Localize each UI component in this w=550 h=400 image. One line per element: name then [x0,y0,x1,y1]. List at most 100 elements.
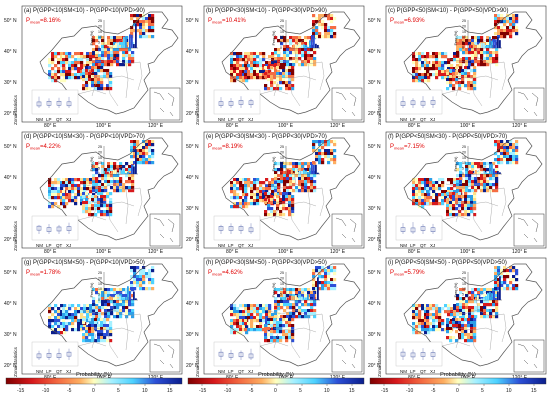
grid-cell [130,26,134,30]
grid-cell [262,187,266,191]
grid-cell [429,64,433,68]
hist-ytick: 0 [98,298,100,302]
grid-cell [285,336,289,340]
hist-bar [485,46,487,48]
hist-ylabel: Freq (%) [90,30,94,46]
grid-cell [447,61,451,65]
grid-cell [51,307,55,311]
grid-cell [477,63,481,67]
grid-cell [139,35,143,39]
grid-cell [495,186,499,190]
grid-cell [106,318,110,322]
grid-cell [106,195,110,199]
pmean-label: Pmean=10.41% [208,18,247,25]
grid-cell [333,149,337,153]
grid-cell [54,304,58,308]
grid-cell [456,39,460,43]
grid-cell [426,199,430,203]
grid-cell [247,178,251,182]
hist-bar [475,45,477,48]
grid-cell [100,81,104,85]
grid-cell [98,183,102,187]
boxplot-box [238,352,244,358]
grid-cell [459,39,463,43]
grid-cell [230,52,234,56]
grid-cell [77,184,81,188]
grid-cell [315,281,319,285]
y-tick-label: 30° N [368,206,381,212]
grid-cell [426,70,430,74]
grid-cell [86,325,90,329]
grid-cell [92,193,96,197]
grid-cell [130,29,134,33]
grid-cell [295,42,299,46]
grid-cell [279,327,283,331]
grid-cell [426,325,430,329]
grid-cell [236,322,240,326]
grid-cell [321,146,325,150]
grid-cell [250,61,254,65]
grid-cell [307,57,311,61]
grid-cell [424,64,428,68]
grid-cell [119,63,123,67]
grid-cell [128,189,132,193]
grid-cell [435,76,439,80]
grid-cell [321,152,325,156]
grid-cell [88,210,92,214]
grid-cell [91,321,95,325]
grid-cell [51,76,55,80]
grid-cell [282,213,286,217]
grid-cell [91,330,95,334]
grid-cell [412,331,416,335]
grid-cell [77,190,81,194]
grid-cell [262,193,266,197]
grid-cell [500,161,504,165]
grid-cell [506,20,510,24]
grid-cell [509,26,513,30]
grid-cell [427,76,431,80]
grid-cell [288,207,292,211]
grid-cell [435,187,439,191]
grid-cell [512,152,516,156]
grid-cell [83,304,87,308]
grid-cell [315,26,319,30]
grid-cell [268,184,272,188]
grid-cell [71,67,75,71]
grid-cell [447,310,451,314]
grid-cell [424,316,428,320]
grid-cell [88,201,92,205]
hist-ytick: 15 [280,156,284,160]
grid-cell [307,174,311,178]
grid-cell [467,213,471,217]
grid-cell [107,60,111,64]
grid-cell [267,213,271,217]
inset-frame [149,339,181,373]
grid-cell [253,64,257,68]
grid-cell [88,339,92,343]
grid-cell [427,193,431,197]
grid-cell [262,196,266,200]
grid-cell [483,309,487,313]
grid-cell [91,339,95,343]
grid-cell [276,213,280,217]
grid-cell [116,57,120,61]
grid-cell [60,310,64,314]
boxplot-box [228,226,234,231]
grid-cell [444,199,448,203]
grid-cell [242,322,246,326]
grid-cell [86,58,90,62]
grid-cell [318,287,322,291]
y-tick-label: 40° N [186,301,199,307]
grid-cell [473,333,477,337]
grid-cell [279,330,283,334]
grid-cell [453,181,457,185]
grid-cell [271,313,275,317]
grid-cell [60,187,64,191]
hist-bar [485,295,487,300]
grid-cell [426,52,430,56]
grid-cell [106,339,110,343]
grid-cell [452,213,456,217]
province-boundary [471,77,483,107]
grid-cell [245,193,249,197]
